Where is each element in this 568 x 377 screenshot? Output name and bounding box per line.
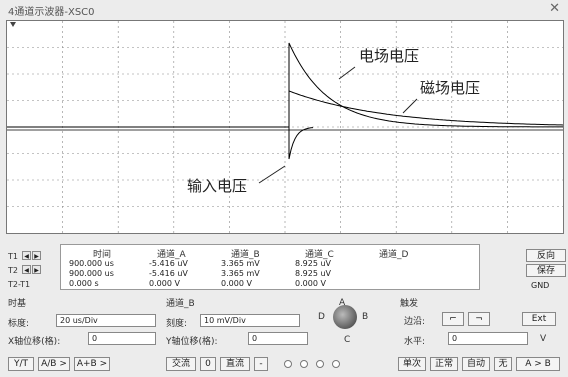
reverse-button[interactable]: 反向 <box>526 249 566 262</box>
ab-mode-button[interactable]: A/B > <box>38 357 70 371</box>
knob-label-c: C <box>344 335 351 345</box>
minus-button[interactable]: - <box>254 357 268 371</box>
apb-mode-button[interactable]: A+B > <box>74 357 110 371</box>
cursor-triangle-icon <box>10 22 16 27</box>
ypos-field[interactable]: 0 <box>248 332 308 345</box>
label-magnetic-voltage: 磁场电压 <box>420 79 480 97</box>
cursor-marker <box>10 22 16 27</box>
t1-label: T1 <box>8 252 18 261</box>
gnd-label: GND <box>531 281 550 290</box>
t2-t1-label: T2-T1 <box>8 280 31 289</box>
level-label: 水平: <box>404 337 426 347</box>
rising-edge-button[interactable]: ⌐ <box>442 312 464 326</box>
table-cell: 3.365 mV <box>221 269 260 278</box>
table-cell: 0.000 V <box>295 279 326 288</box>
label-input-voltage: 输入电压 <box>187 177 247 195</box>
dc-button[interactable]: 直流 <box>220 357 250 371</box>
col-b-header: 通道_B <box>231 250 260 260</box>
col-d-header: 通道_D <box>379 250 409 260</box>
edge-label: 边沿: <box>404 317 426 327</box>
radio-option[interactable] <box>284 360 292 368</box>
channel-section-title: 通道_B <box>166 299 195 309</box>
col-a-header: 通道_A <box>157 250 186 260</box>
yt-mode-button[interactable]: Y/T <box>8 357 34 371</box>
t1-right-arrow-icon[interactable]: ▶ <box>32 251 41 260</box>
knob-label-b: B <box>362 312 369 322</box>
arrow-input <box>258 165 286 184</box>
table-cell: 900.000 us <box>69 259 114 268</box>
readout-panel: T1 ◀ ▶ T2 ◀ ▶ T2-T1 时间 通道_A 通道_B 通道_C 通道… <box>6 244 566 294</box>
scope-screen: 电场电压 磁场电压 输入电压 <box>6 20 564 234</box>
zero-button[interactable]: 0 <box>200 357 216 371</box>
xpos-label: X轴位移(格): <box>8 337 61 347</box>
table-cell: 8.925 uV <box>295 259 331 268</box>
ext-button[interactable]: Ext <box>522 312 556 326</box>
t1-left-arrow-icon[interactable]: ◀ <box>22 251 31 260</box>
channel-selector-knob[interactable] <box>333 305 357 329</box>
t2-left-arrow-icon[interactable]: ◀ <box>22 265 31 274</box>
none-button[interactable]: 无 <box>494 357 512 371</box>
input-voltage-trace <box>288 127 314 160</box>
channel-scale-field[interactable]: 10 mV/Div <box>200 314 300 327</box>
scope-plot: 电场电压 磁场电压 输入电压 <box>7 21 563 233</box>
timebase-scale-label: 标度: <box>8 319 30 329</box>
ac-button[interactable]: 交流 <box>166 357 196 371</box>
electric-voltage-trace <box>288 42 563 128</box>
channel-scale-label: 刻度: <box>166 319 188 329</box>
auto-button[interactable]: 自动 <box>462 357 490 371</box>
col-c-header: 通道_C <box>305 250 334 260</box>
title-bar: 4通道示波器-XSC0 ✕ <box>0 0 568 18</box>
level-unit: V <box>540 334 547 344</box>
normal-button[interactable]: 正常 <box>430 357 458 371</box>
scope-annotations: 电场电压 磁场电压 输入电压 <box>187 47 480 195</box>
arrow-magnetic <box>402 98 418 114</box>
timebase-scale-field[interactable]: 20 us/Div <box>56 314 156 327</box>
table-cell: 3.365 mV <box>221 259 260 268</box>
window-title: 4通道示波器-XSC0 <box>8 7 95 18</box>
level-field[interactable]: 0 <box>448 332 528 345</box>
trigger-section-title: 触发 <box>400 299 419 309</box>
timebase-section-title: 时基 <box>8 299 27 309</box>
label-electric-voltage: 电场电压 <box>359 47 419 65</box>
save-button[interactable]: 保存 <box>526 264 566 277</box>
source-ab-button[interactable]: A > B <box>516 357 560 371</box>
t2-right-arrow-icon[interactable]: ▶ <box>32 265 41 274</box>
radio-option[interactable] <box>300 360 308 368</box>
table-cell: 0.000 V <box>221 279 252 288</box>
readout-table: 时间 通道_A 通道_B 通道_C 通道_D 900.000 us -5.416… <box>60 244 480 290</box>
t2-label: T2 <box>8 266 18 275</box>
table-cell: 0.000 s <box>69 279 99 288</box>
table-cell: -5.416 uV <box>149 259 188 268</box>
radio-option[interactable] <box>332 360 340 368</box>
knob-label-d: D <box>318 312 325 322</box>
magnetic-voltage-trace <box>288 90 563 127</box>
table-cell: 0.000 V <box>149 279 180 288</box>
scope-traces <box>7 42 563 160</box>
table-cell: -5.416 uV <box>149 269 188 278</box>
table-cell: 900.000 us <box>69 269 114 278</box>
falling-edge-button[interactable]: ¬ <box>468 312 490 326</box>
ypos-label: Y轴位移(格): <box>166 337 218 347</box>
col-time-header: 时间 <box>93 250 112 260</box>
radio-option[interactable] <box>316 360 324 368</box>
xpos-field[interactable]: 0 <box>88 332 156 345</box>
knob-label-a: A <box>339 298 346 308</box>
single-button[interactable]: 单次 <box>398 357 426 371</box>
arrow-electric <box>338 66 356 80</box>
close-icon[interactable]: ✕ <box>549 1 560 16</box>
table-cell: 8.925 uV <box>295 269 331 278</box>
